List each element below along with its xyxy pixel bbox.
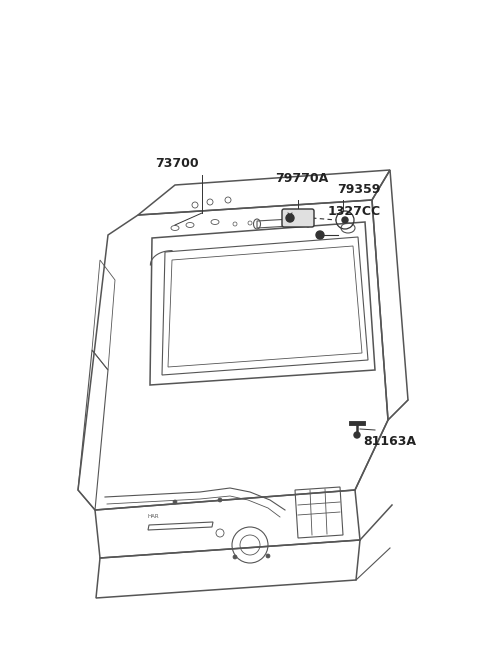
Circle shape bbox=[266, 554, 270, 558]
Circle shape bbox=[286, 214, 294, 222]
Text: HAR: HAR bbox=[148, 514, 160, 519]
Circle shape bbox=[342, 217, 348, 223]
Circle shape bbox=[354, 432, 360, 438]
Circle shape bbox=[218, 498, 222, 502]
Circle shape bbox=[233, 555, 237, 559]
Text: 79770A: 79770A bbox=[275, 172, 328, 185]
Text: 81163A: 81163A bbox=[363, 435, 416, 448]
Circle shape bbox=[173, 500, 177, 504]
Text: 1327CC: 1327CC bbox=[328, 205, 381, 218]
Text: 73700: 73700 bbox=[155, 157, 199, 170]
FancyBboxPatch shape bbox=[282, 209, 314, 227]
Circle shape bbox=[316, 231, 324, 239]
Text: 79359: 79359 bbox=[337, 183, 380, 196]
